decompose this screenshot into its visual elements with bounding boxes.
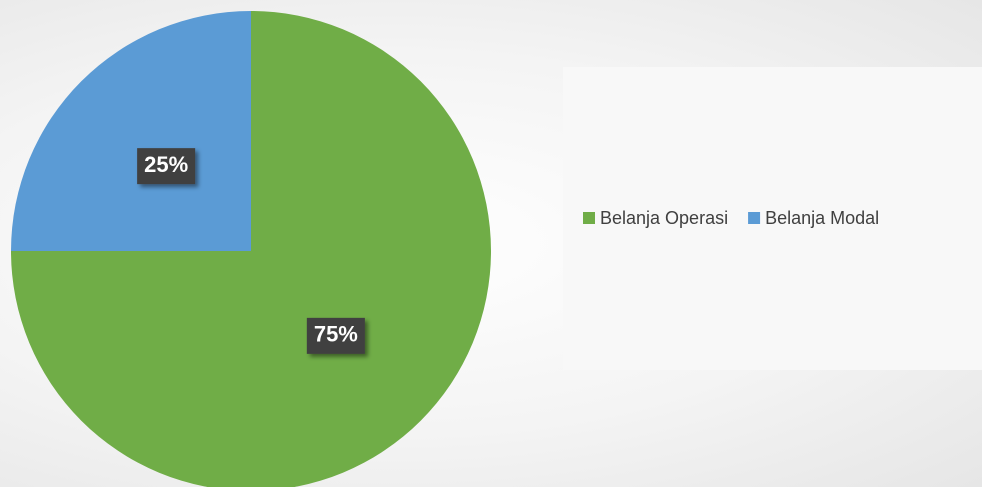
value-label-box [137,148,196,185]
legend-box [563,67,982,370]
value-label: 75% [314,322,358,347]
legend-swatch [583,212,595,224]
value-label: 25% [144,152,188,177]
value-label-box [306,317,365,354]
pie-slice [11,11,251,251]
legend-swatch [748,212,761,224]
value-label-group: 25% [137,148,196,185]
value-label-group: 75% [306,317,365,354]
pie-slice [11,11,491,487]
legend-label: Belanja Operasi [600,208,728,228]
legend-label: Belanja Modal [765,208,879,228]
